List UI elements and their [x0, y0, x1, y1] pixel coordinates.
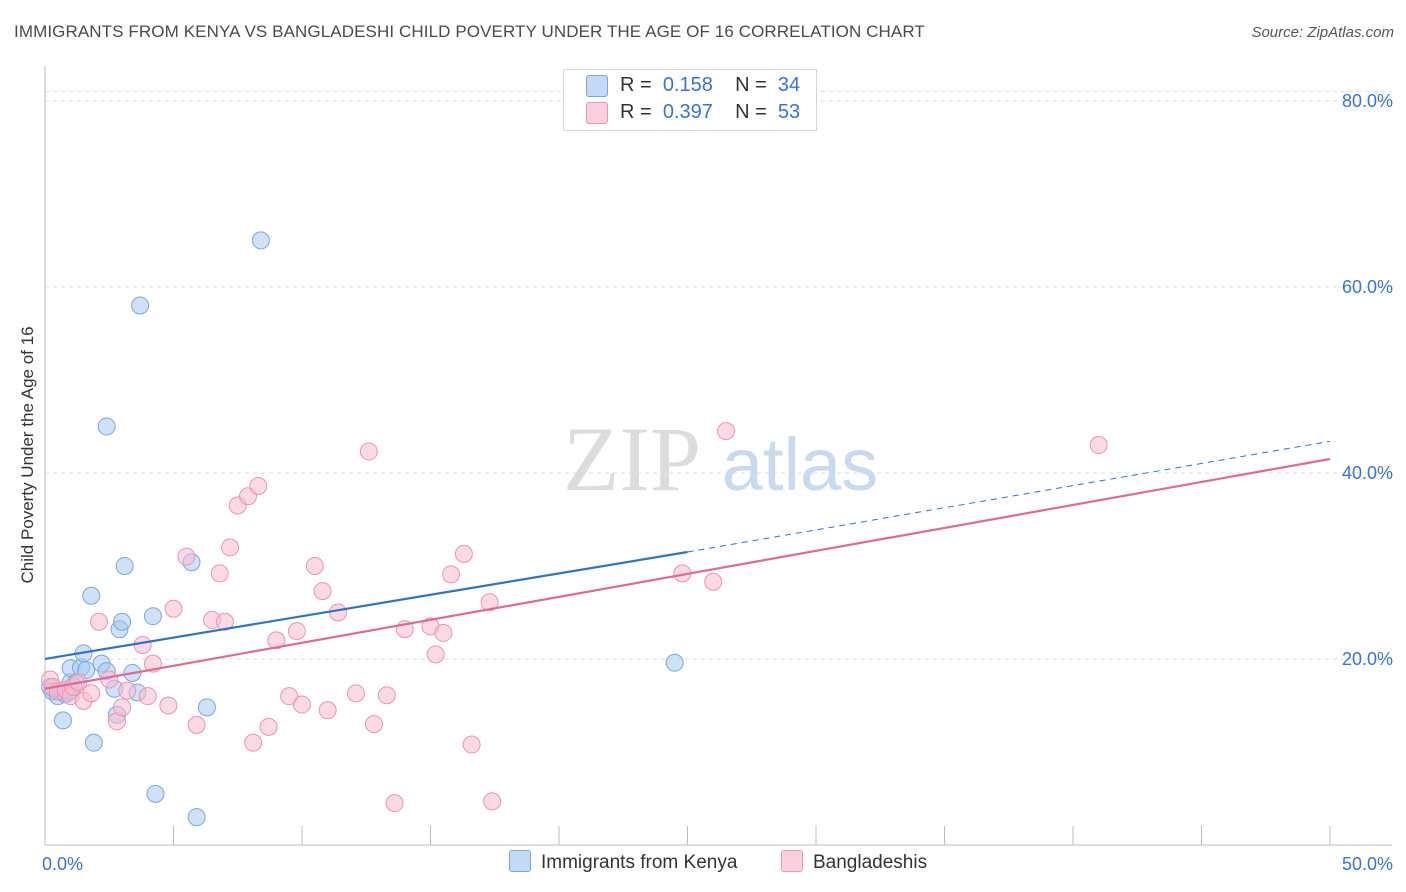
bangladeshi-point [82, 684, 101, 703]
legend-n-value: 34 [777, 74, 801, 96]
kenya-point [84, 733, 103, 752]
bangladeshi-point [434, 623, 453, 642]
x-tick-label: 0.0% [42, 854, 83, 874]
bangladeshi-point [377, 686, 396, 705]
watermark-atlas: atlas [722, 423, 878, 506]
kenya-trend-line [44, 550, 688, 661]
bangladeshi-point [359, 442, 378, 461]
bangladeshi-point [113, 698, 132, 717]
kenya-point [251, 231, 270, 250]
kenya-point [82, 586, 101, 605]
legend-swatch-kenya [586, 74, 608, 97]
legend-swatch-bangladeshi [586, 101, 608, 124]
bangladeshi-point [177, 547, 196, 566]
axes [44, 66, 1392, 846]
kenya-trend-extension [687, 440, 1331, 553]
legend-label-kenya: Immigrants from Kenya [541, 852, 738, 874]
x-tick-label: 50.0% [1342, 854, 1393, 874]
y-tick-label: 80.0% [1342, 91, 1393, 111]
bangladeshi-point [426, 645, 445, 664]
legend-item-kenya[interactable]: Immigrants from Kenya [509, 850, 738, 874]
data-points [41, 231, 1108, 827]
bangladeshi-point [442, 565, 461, 584]
tick-labels: 20.0% 40.0% 60.0% 80.0% 0.0% 50.0% [42, 91, 1393, 874]
bangladeshi-point [89, 612, 108, 631]
kenya-point [665, 653, 684, 672]
bangladeshi-point [313, 582, 332, 601]
legend-swatch-bangladeshi [781, 850, 803, 872]
bangladeshi-point [364, 715, 383, 734]
bangladeshi-point [717, 422, 736, 441]
kenya-point [115, 556, 134, 575]
bangladeshi-point [462, 735, 481, 754]
watermark-zip: ZIP [563, 408, 701, 510]
bangladeshi-point [133, 636, 152, 655]
legend-n-label: N = [735, 74, 767, 96]
legend-n-label: N = [735, 101, 767, 123]
kenya-point [113, 612, 132, 631]
kenya-point [97, 417, 116, 436]
bangladeshi-point [100, 670, 119, 689]
bangladeshi-point [215, 612, 234, 631]
grid-lines [45, 91, 1392, 660]
bangladeshi-point [118, 681, 137, 700]
kenya-point [53, 711, 72, 730]
legend-row-bangladeshi: R = 0.397 N = 53 [586, 101, 800, 127]
legend-swatch-kenya [509, 850, 531, 872]
trend-lines [44, 440, 1331, 690]
bangladeshi-point [249, 476, 268, 495]
bangladeshi-point [164, 599, 183, 618]
y-axis-label: Child Poverty Under the Age of 16 [18, 326, 37, 584]
bangladeshi-point [293, 695, 311, 714]
correlation-legend: R = 0.158 N = 34 R = 0.397 N = 53 [563, 69, 817, 131]
source-label: Source: ZipAtlas.com [1251, 24, 1394, 41]
legend-r-value: 0.397 [662, 101, 713, 123]
y-tick-label: 60.0% [1342, 277, 1393, 297]
bangladeshi-point [138, 687, 157, 706]
bangladeshi-point [328, 603, 347, 622]
kenya-point [146, 784, 165, 803]
bangladeshi-trend-line [44, 457, 1331, 690]
legend-item-bangladeshi[interactable]: Bangladeshis [781, 850, 928, 874]
legend-r-label: R = [620, 101, 652, 123]
legend-r-label: R = [620, 74, 652, 96]
legend-r-value: 0.158 [662, 74, 713, 96]
bangladeshi-point [259, 717, 278, 736]
bangladeshi-point [454, 544, 473, 563]
bangladeshi-point [346, 684, 365, 703]
bangladeshi-point [244, 733, 263, 752]
bangladeshi-point [159, 696, 178, 715]
y-tick-label: 20.0% [1342, 649, 1393, 669]
kenya-point [131, 296, 150, 315]
legend-label-bangladeshi: Bangladeshis [813, 852, 928, 874]
kenya-point [197, 698, 216, 717]
chart-title: IMMIGRANTS FROM KENYA VS BANGLADESHI CHI… [14, 22, 925, 41]
bangladeshi-point [1089, 436, 1108, 455]
bangladeshi-point [480, 593, 499, 612]
bangladeshi-point [280, 687, 299, 706]
kenya-point [187, 808, 206, 827]
legend-row-kenya: R = 0.158 N = 34 [586, 74, 800, 100]
kenya-point [143, 607, 162, 626]
bangladeshi-point [385, 794, 404, 813]
watermark: ZIP atlas [563, 408, 878, 510]
bangladeshi-point [267, 631, 286, 650]
bangladeshi-point [318, 701, 337, 720]
bangladeshi-point [704, 572, 723, 591]
y-tick-label: 40.0% [1342, 463, 1393, 483]
bangladeshi-point [287, 622, 306, 641]
legend-n-value: 53 [777, 101, 801, 123]
bangladeshi-point [305, 556, 324, 575]
bangladeshi-point [221, 538, 240, 557]
bangladeshi-point [187, 716, 206, 735]
bangladeshi-point [210, 564, 229, 583]
bangladeshi-point [483, 792, 502, 811]
